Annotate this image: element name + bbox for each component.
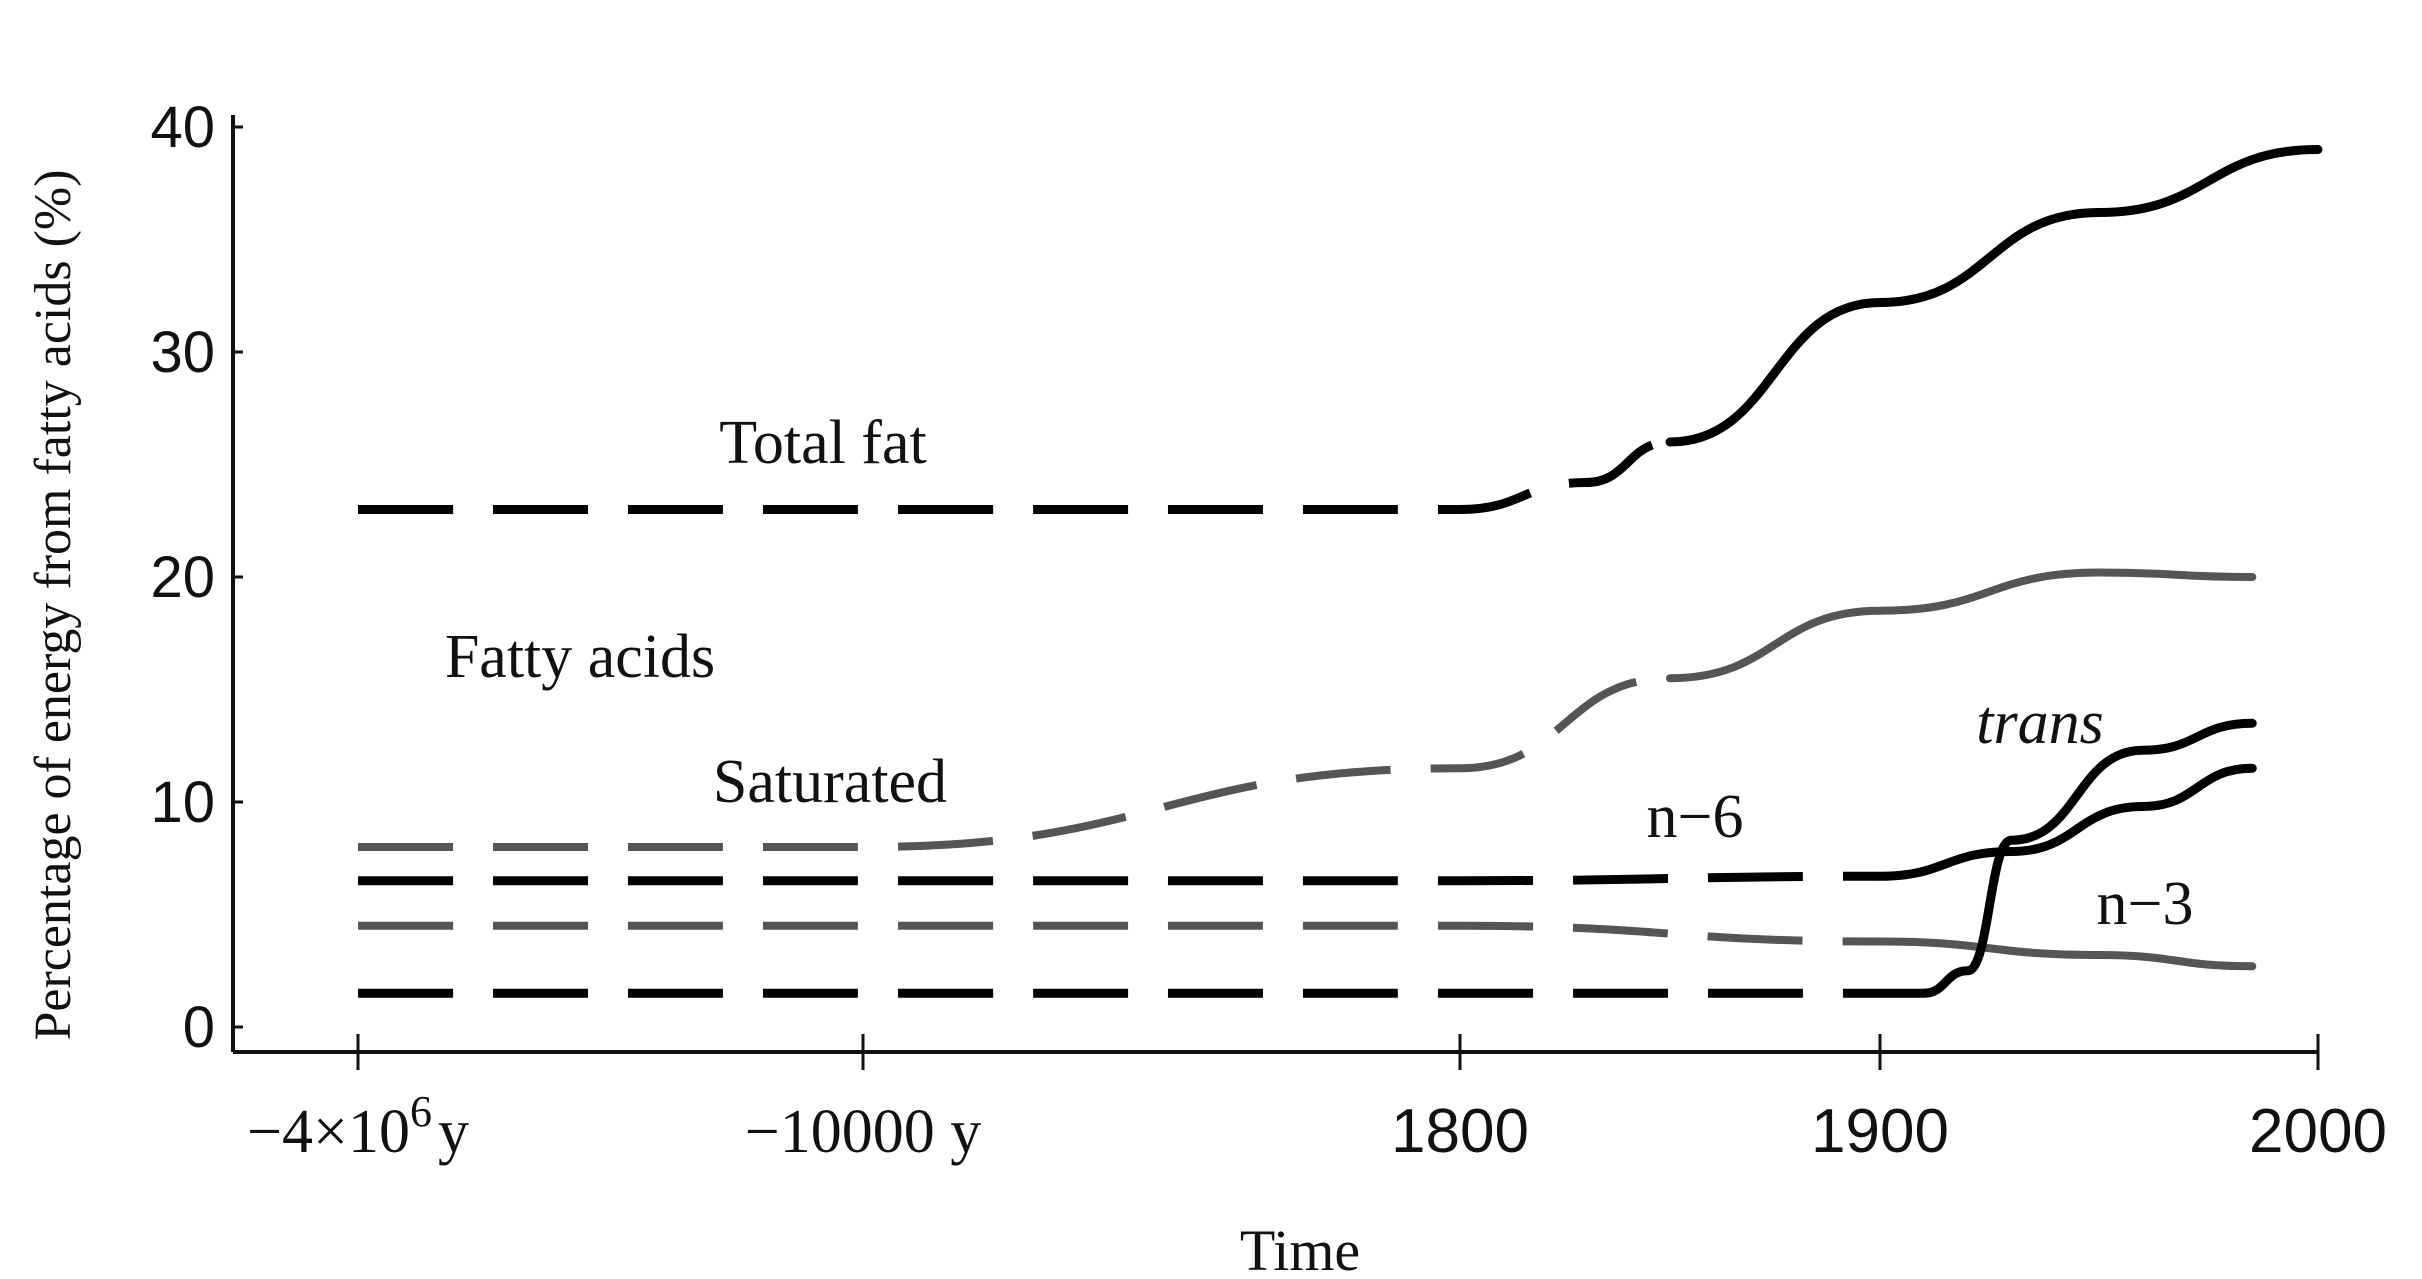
data-point xyxy=(861,879,865,883)
data-point xyxy=(2097,211,2101,215)
x-tick-label: −10000 y xyxy=(745,1098,981,1166)
data-point xyxy=(2250,964,2254,968)
data-point xyxy=(1878,940,1882,944)
annotation-fatty-acids: Fatty acids xyxy=(445,623,715,691)
x-axis-title: Time xyxy=(1240,1218,1360,1279)
y-tick-label: 30 xyxy=(150,320,215,385)
annotation-n6: n−6 xyxy=(1647,783,1744,851)
series-line-dashed xyxy=(358,871,1881,886)
data-point xyxy=(2009,838,2013,842)
data-point xyxy=(861,924,865,928)
data-point xyxy=(1668,440,1672,444)
data-point xyxy=(1668,676,1672,680)
data-point xyxy=(2250,575,2254,579)
data-point xyxy=(1966,969,1970,973)
data-point xyxy=(2250,766,2254,770)
x-tick-label: −4×106y xyxy=(247,1087,469,1166)
data-point xyxy=(861,508,865,512)
y-tick-label: 20 xyxy=(150,545,215,610)
data-point xyxy=(2097,953,2101,957)
y-tick-label: 10 xyxy=(150,770,215,835)
annotation-total-fat: Total fat xyxy=(719,409,926,477)
data-point xyxy=(1922,991,1926,995)
series-line xyxy=(1876,937,2257,971)
annotation-saturated: Saturated xyxy=(713,748,947,816)
y-ticks: 0 10 20 30 40 xyxy=(150,95,243,1060)
series-layer xyxy=(356,145,2323,998)
x-tick-label: 2000 xyxy=(2249,1097,2387,1166)
y-tick-label: 40 xyxy=(150,95,215,160)
data-point xyxy=(2316,148,2320,152)
data-point xyxy=(1878,874,1882,878)
y-axis-title: Percentage of energy from fatty acids (%… xyxy=(25,169,82,1040)
series-line xyxy=(1666,568,2257,683)
series-line-dashed xyxy=(357,921,1881,946)
data-point xyxy=(2250,721,2254,725)
data-point xyxy=(356,924,360,928)
x-tick-label: 1900 xyxy=(1811,1097,1949,1166)
series-line-dashed xyxy=(358,437,1671,515)
x-tick-label: 1800 xyxy=(1391,1097,1529,1166)
data-point xyxy=(2097,571,2101,575)
data-point xyxy=(2141,748,2145,752)
data-point xyxy=(1458,879,1462,883)
data-point xyxy=(1584,481,1588,485)
annotation-n3: n−3 xyxy=(2097,870,2194,938)
annotation-trans: trans xyxy=(1976,689,2103,757)
data-point xyxy=(1458,508,1462,512)
data-point xyxy=(1458,766,1462,770)
series-line xyxy=(1875,763,2257,881)
data-point xyxy=(356,508,360,512)
series-line-dashed xyxy=(358,674,1671,852)
data-point xyxy=(356,879,360,883)
data-point xyxy=(1878,609,1882,613)
data-point xyxy=(356,845,360,849)
series-line xyxy=(1919,718,2257,998)
data-point xyxy=(861,845,865,849)
series-line xyxy=(1665,145,2323,447)
data-point xyxy=(356,991,360,995)
data-point xyxy=(861,991,865,995)
data-point xyxy=(1458,924,1462,928)
data-point xyxy=(2141,805,2145,809)
data-point xyxy=(2009,850,2013,854)
y-tick-label: 0 xyxy=(183,995,215,1060)
data-point xyxy=(1458,991,1462,995)
data-point xyxy=(1878,301,1882,305)
